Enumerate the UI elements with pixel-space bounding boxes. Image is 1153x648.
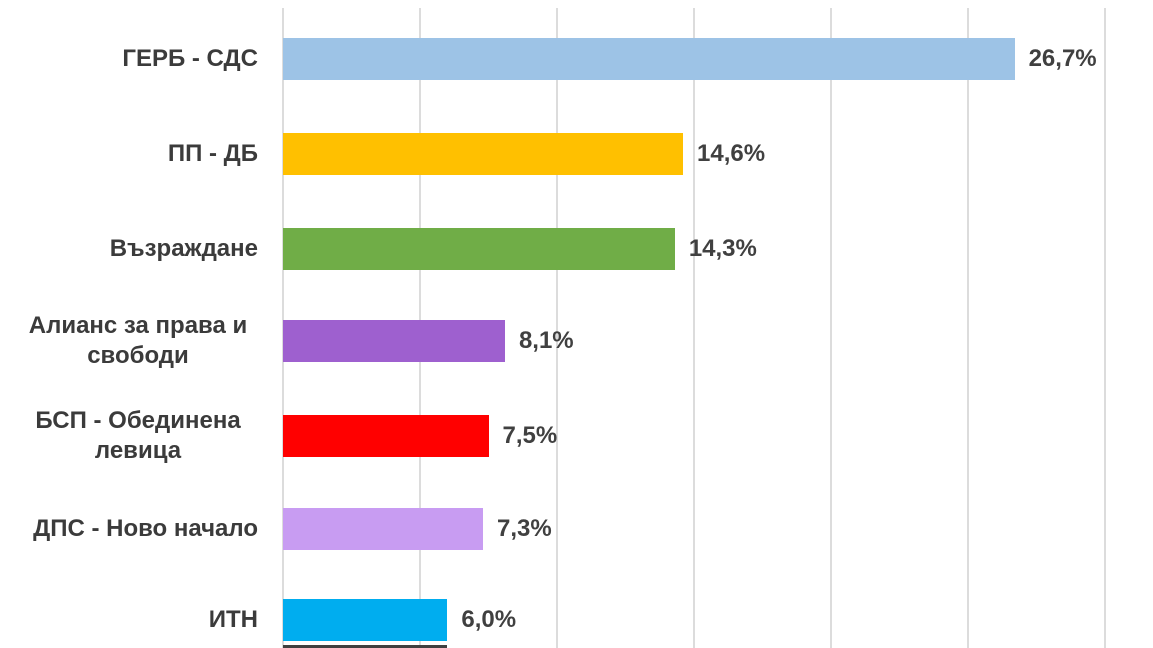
value-label: 6,0% (461, 606, 517, 633)
value-label: 14,6% (697, 140, 766, 167)
category-label: ПП - ДБ (167, 140, 258, 167)
bar (283, 508, 484, 550)
bar (283, 133, 684, 175)
gridline (693, 8, 695, 648)
bar (283, 228, 675, 270)
bar (283, 599, 448, 641)
cutoff-bar (283, 645, 448, 648)
gridline (556, 8, 558, 648)
value-label: 8,1% (518, 327, 574, 354)
category-label: ДПС - Ново начало (33, 515, 258, 542)
bar (283, 38, 1015, 80)
value-label: 7,3% (497, 515, 552, 542)
bar (283, 320, 505, 362)
value-label: 7,5% (502, 422, 558, 449)
category-label: Възраждане (109, 235, 258, 262)
category-label: Алианс за права и свободи (28, 312, 248, 369)
category-label: БСП - Обединена левица (35, 407, 241, 464)
value-label: 14,3% (688, 235, 757, 262)
gridline (1104, 8, 1106, 648)
gridline (967, 8, 969, 648)
bar (283, 415, 489, 457)
category-label: ГЕРБ - СДС (122, 45, 258, 72)
category-label: ИТН (208, 606, 258, 633)
gridline (830, 8, 832, 648)
value-label: 26,7% (1028, 45, 1097, 72)
